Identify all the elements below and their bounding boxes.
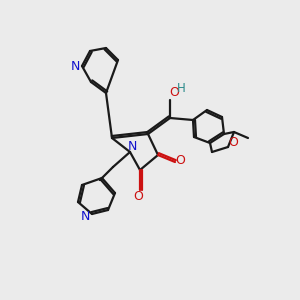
Text: N: N — [80, 209, 90, 223]
Text: N: N — [127, 140, 137, 154]
Text: H: H — [177, 82, 185, 94]
Text: N: N — [70, 59, 80, 73]
Text: O: O — [169, 86, 179, 100]
Text: O: O — [175, 154, 185, 166]
Text: O: O — [228, 136, 238, 149]
Text: O: O — [133, 190, 143, 202]
